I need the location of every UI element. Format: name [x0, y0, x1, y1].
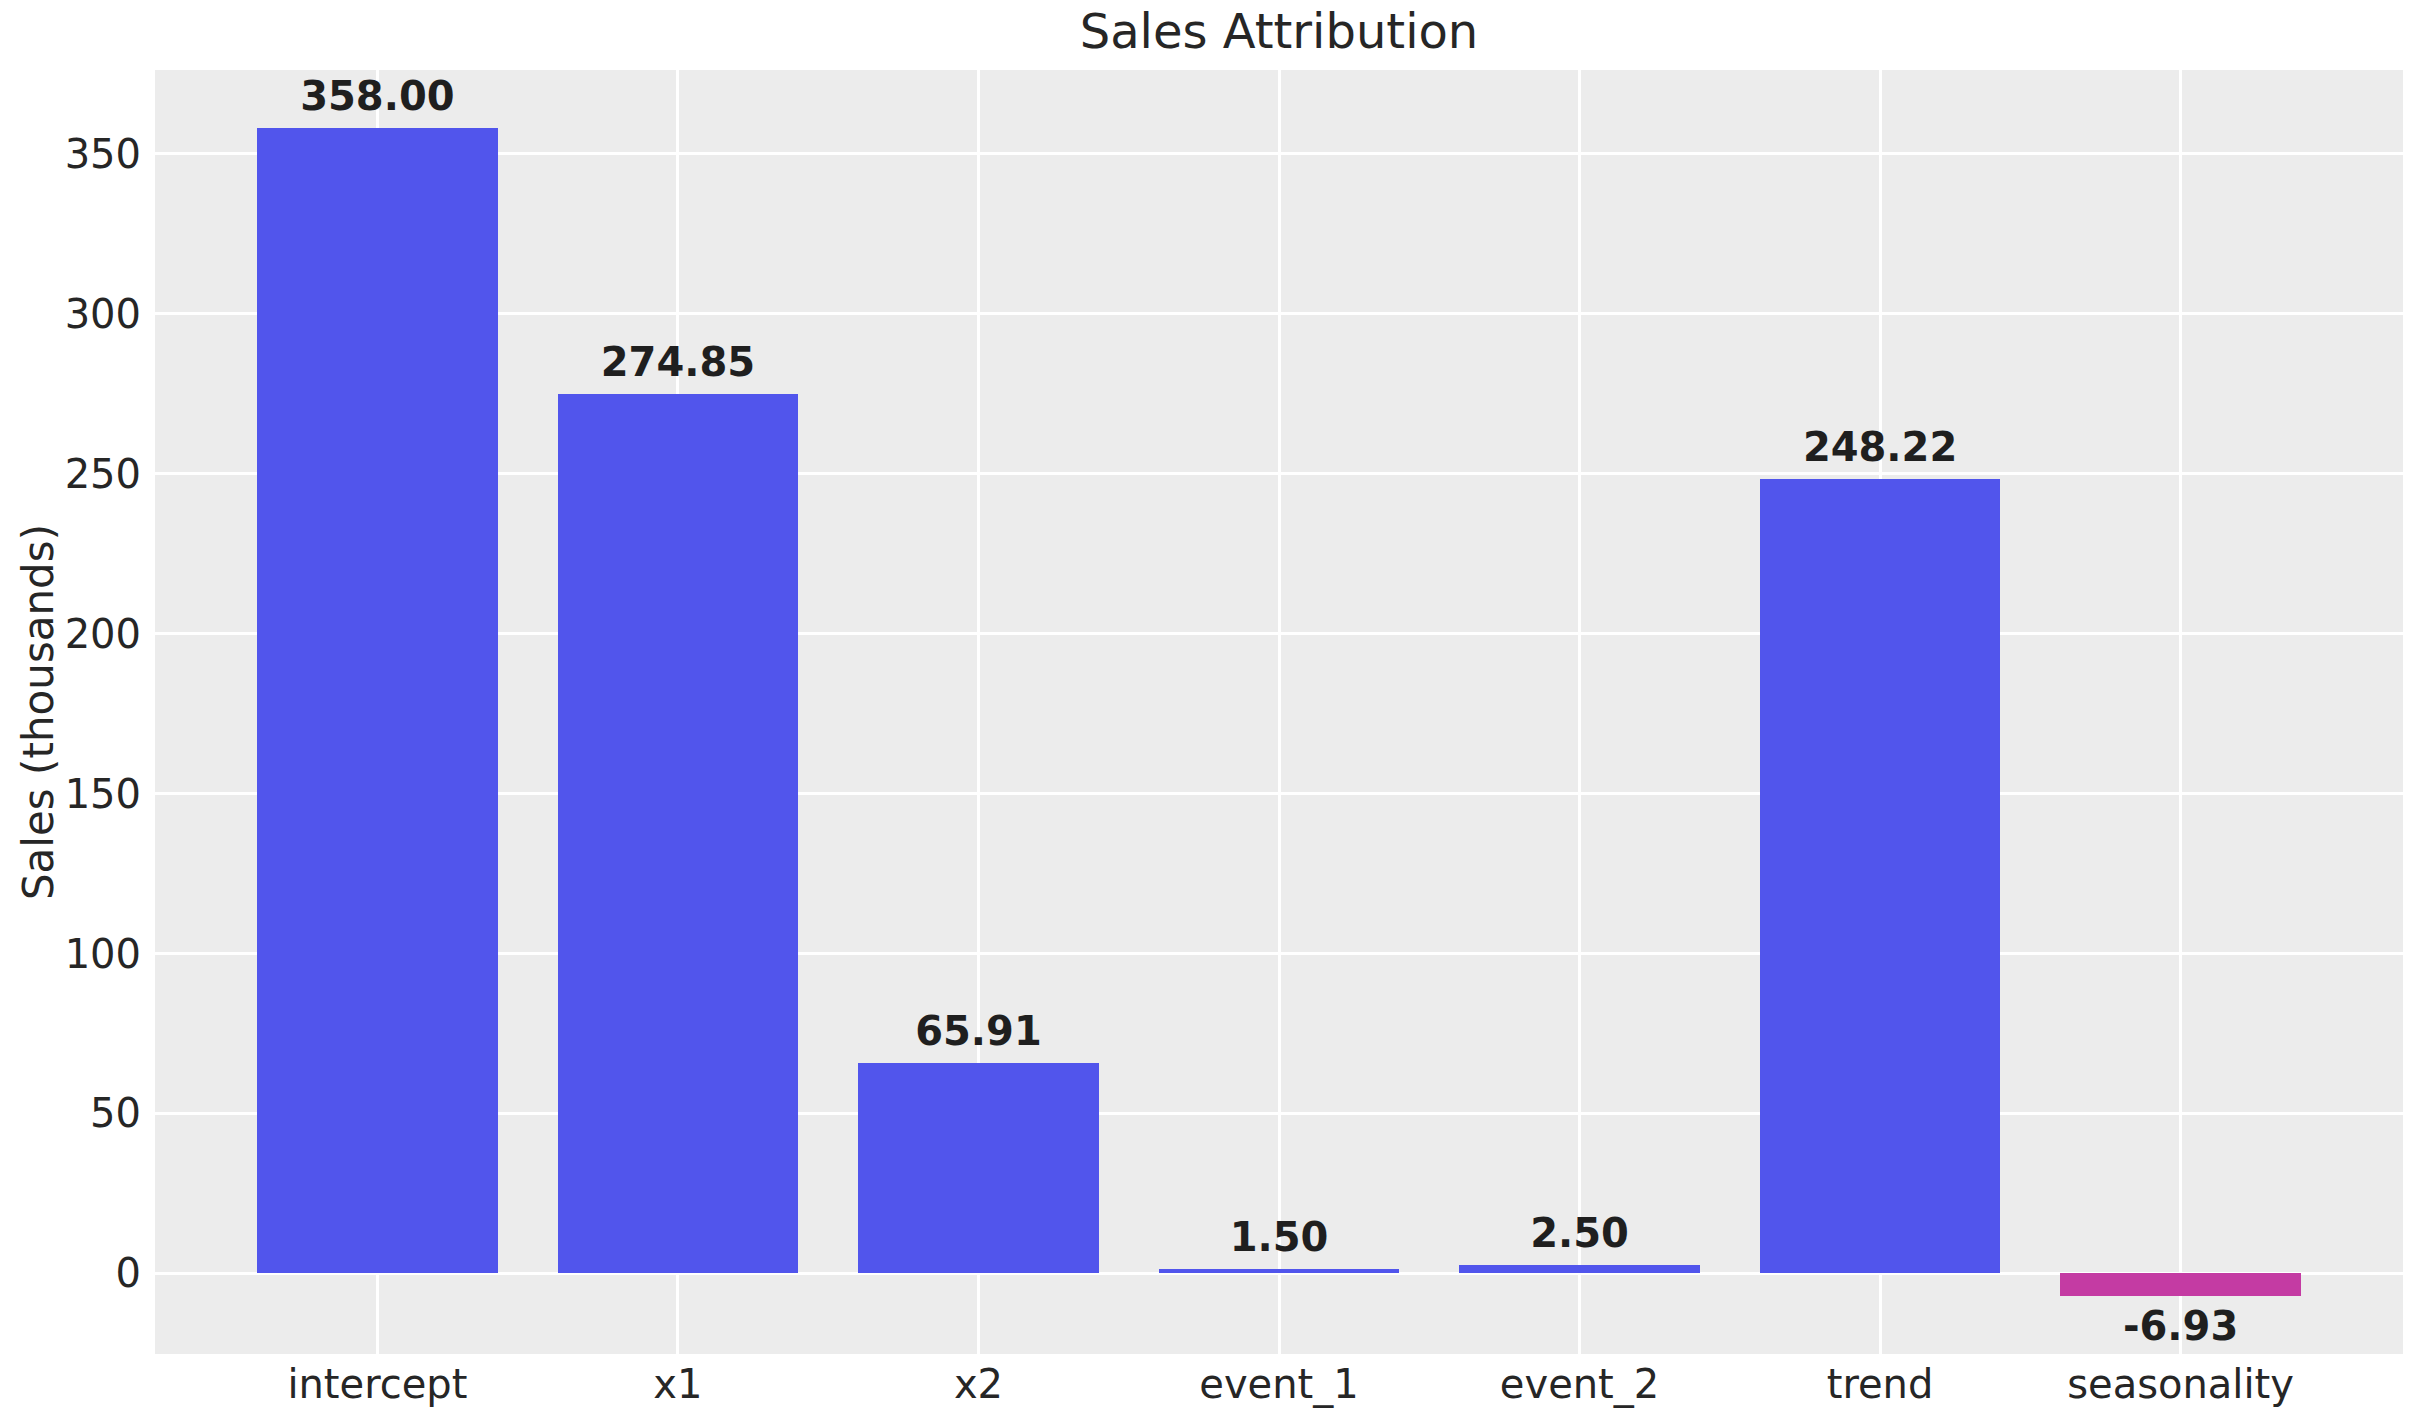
- bar-event_2: [1459, 1265, 1699, 1273]
- bar-intercept: [257, 128, 497, 1273]
- bar-value-label-x2: 65.91: [828, 1007, 1128, 1055]
- y-tick-label-350: 350: [0, 130, 141, 178]
- bar-trend: [1760, 479, 2000, 1273]
- chart-title: Sales Attribution: [155, 2, 2403, 62]
- y-tick-label-50: 50: [0, 1089, 141, 1137]
- bar-value-label-intercept: 358.00: [227, 72, 527, 120]
- bar-value-label-seasonality: -6.93: [2031, 1302, 2331, 1350]
- plot-area: 358.00 274.85 65.91 1.502.50 248.22 -6.93: [155, 70, 2403, 1354]
- bar-value-label-trend: 248.22: [1730, 423, 2030, 471]
- bar-seasonality: [2060, 1273, 2300, 1295]
- bar-value-label-event_1: 1.50: [1129, 1213, 1429, 1261]
- y-tick-label-100: 100: [0, 930, 141, 978]
- x-tick-label-seasonality: seasonality: [1981, 1360, 2381, 1408]
- bar-x2: [858, 1063, 1098, 1274]
- y-tick-label-200: 200: [0, 610, 141, 658]
- y-tick-label-300: 300: [0, 290, 141, 338]
- y-tick-label-0: 0: [0, 1249, 141, 1297]
- bar-value-label-x1: 274.85: [528, 338, 828, 386]
- v-gridline-seasonality: [2179, 70, 2182, 1354]
- y-tick-label-250: 250: [0, 450, 141, 498]
- bar-x1: [558, 394, 798, 1273]
- v-gridline-event_1: [1278, 70, 1281, 1354]
- figure: Sales Attribution Sales (thousands) 358.…: [0, 0, 2423, 1423]
- v-gridline-event_2: [1578, 70, 1581, 1354]
- bar-event_1: [1159, 1269, 1399, 1274]
- y-tick-label-150: 150: [0, 770, 141, 818]
- bar-value-label-event_2: 2.50: [1430, 1209, 1730, 1257]
- y-axis-label: Sales (thousands): [14, 524, 63, 900]
